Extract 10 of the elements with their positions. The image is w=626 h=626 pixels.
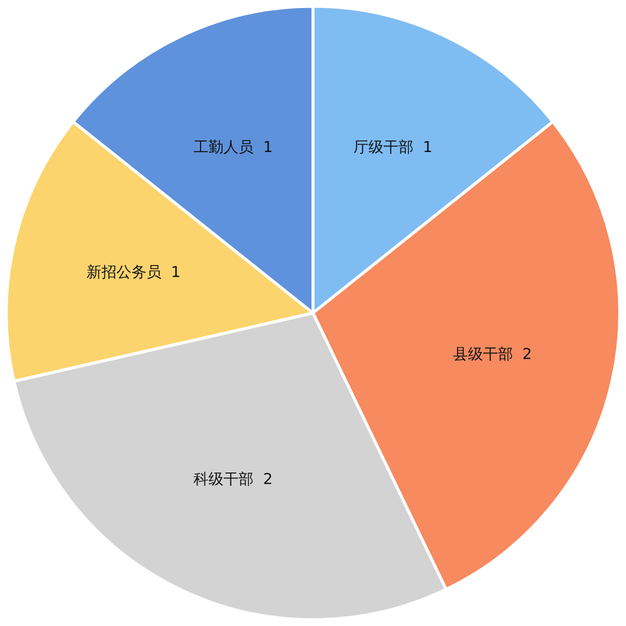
slice-label: 新招公务员	[86, 263, 162, 282]
data-label: 2	[522, 344, 532, 363]
slice-label: 工勤人员	[194, 138, 254, 156]
data-label: 1	[263, 138, 273, 156]
slice-label: 县级干部	[452, 344, 513, 363]
data-label: 1	[171, 263, 181, 282]
data-label: 1	[422, 138, 432, 156]
data-label: 2	[263, 470, 273, 488]
slice-label: 厅级干部	[353, 138, 414, 156]
slice-label: 科级干部	[194, 470, 254, 488]
